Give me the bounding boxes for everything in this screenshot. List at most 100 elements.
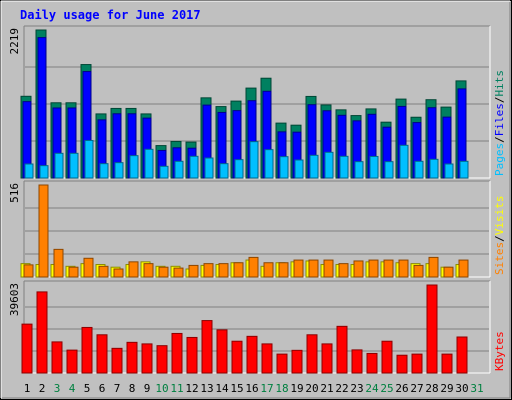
bar-pages (369, 155, 379, 179)
bar-pages (129, 155, 139, 179)
bar-pages (354, 161, 364, 179)
x-tick-label: 28 (425, 382, 438, 395)
bar-kbytes (126, 341, 138, 374)
x-tick-label: 30 (455, 382, 468, 395)
bar-kbytes (291, 349, 303, 374)
bar-kbytes (441, 353, 453, 374)
bar-pages (99, 163, 109, 179)
bar-pages (324, 151, 334, 179)
bar-pages (54, 152, 64, 179)
bar-pages (174, 160, 184, 179)
x-tick-label: 20 (305, 382, 318, 395)
x-tick-label: 10 (155, 382, 168, 395)
x-tick-label: 22 (335, 382, 348, 395)
bar-pages (189, 155, 199, 179)
bar-kbytes (51, 341, 63, 374)
bar-kbytes (351, 349, 363, 374)
bar-sites (323, 259, 334, 278)
bar-pages (264, 149, 274, 179)
axis-max-label: 2219 (8, 28, 21, 55)
bar-pages (429, 158, 439, 179)
bar-kbytes (216, 329, 228, 374)
bar-kbytes (321, 343, 333, 374)
x-tick-label: 17 (260, 382, 273, 395)
bar-sites (203, 263, 214, 278)
bar-kbytes (201, 320, 213, 374)
bar-kbytes (306, 334, 318, 374)
bar-pages (204, 157, 214, 179)
bar-kbytes (66, 349, 78, 374)
legend: KBytes (493, 331, 506, 371)
bar-kbytes (456, 336, 468, 374)
legend-entry: Sites (493, 242, 506, 275)
bar-kbytes (186, 336, 198, 374)
bar-sites (428, 256, 439, 278)
bar-pages (459, 160, 469, 179)
bar-kbytes (141, 343, 153, 374)
bar-sites (188, 264, 199, 278)
panel-kbytes: 39603 KBytes (8, 280, 506, 374)
x-axis-labels: 1 2 3 4 5 6 7 8 9 10 11 12 13 14 15 16 17 18 19 20 21 22 23 24 2… (24, 382, 484, 395)
bar-pages (399, 144, 409, 179)
x-tick-label: 4 (69, 382, 76, 395)
bar-kbytes (276, 353, 288, 374)
bar-sites (68, 266, 79, 278)
bar-sites (38, 184, 49, 278)
legend-entry: / (493, 97, 506, 104)
bar-pages (384, 161, 394, 179)
bar-sites (248, 256, 259, 278)
x-tick-label: 2 (39, 382, 46, 395)
bar-sites (443, 266, 454, 278)
x-tick-label: 18 (275, 382, 288, 395)
bar-pages (234, 159, 244, 179)
bar-sites (53, 248, 64, 278)
legend: Sites/Visits (493, 196, 506, 276)
legend-entry: Pages (493, 143, 506, 176)
legend-entry: / (493, 235, 506, 242)
x-tick-label: 15 (230, 382, 243, 395)
x-tick-label: 16 (245, 382, 258, 395)
bar-kbytes (246, 335, 258, 374)
x-tick-label: 25 (380, 382, 393, 395)
bar-sites (158, 266, 169, 278)
x-tick-label: 9 (144, 382, 151, 395)
bar-sites (293, 259, 304, 278)
bar-sites (308, 259, 319, 278)
bar-kbytes (21, 323, 33, 374)
x-tick-label: 19 (290, 382, 303, 395)
bar-pages (69, 152, 79, 179)
x-tick-label: 5 (84, 382, 91, 395)
legend-entry: KBytes (493, 331, 506, 371)
bar-kbytes (156, 345, 168, 374)
bar-sites (383, 259, 394, 278)
axis-max-label: 516 (8, 183, 21, 203)
x-tick-label: 7 (114, 382, 121, 395)
x-tick-label: 1 (24, 382, 31, 395)
bar-sites (338, 263, 349, 278)
bar-sites (263, 262, 274, 278)
x-tick-label: 11 (170, 382, 183, 395)
legend-entry: Visits (493, 196, 506, 236)
bar-pages (249, 141, 259, 179)
bar-files (37, 37, 47, 179)
bar-sites (413, 264, 424, 278)
x-tick-label: 12 (185, 382, 198, 395)
bar-sites (218, 263, 229, 278)
x-tick-label: 24 (365, 382, 379, 395)
bar-sites (458, 259, 469, 278)
bar-kbytes (96, 334, 108, 374)
legend: Pages/Files/Hits (493, 70, 506, 176)
bar-pages (144, 148, 154, 179)
bar-kbytes (411, 353, 423, 374)
bar-kbytes (231, 340, 243, 374)
bar-kbytes (366, 352, 378, 374)
bar-pages (444, 163, 454, 179)
bar-sites (128, 261, 139, 278)
bar-pages (339, 155, 349, 179)
bar-pages (279, 156, 289, 179)
bar-kbytes (111, 347, 123, 374)
bar-sites (233, 262, 244, 278)
bar-pages (114, 162, 124, 179)
